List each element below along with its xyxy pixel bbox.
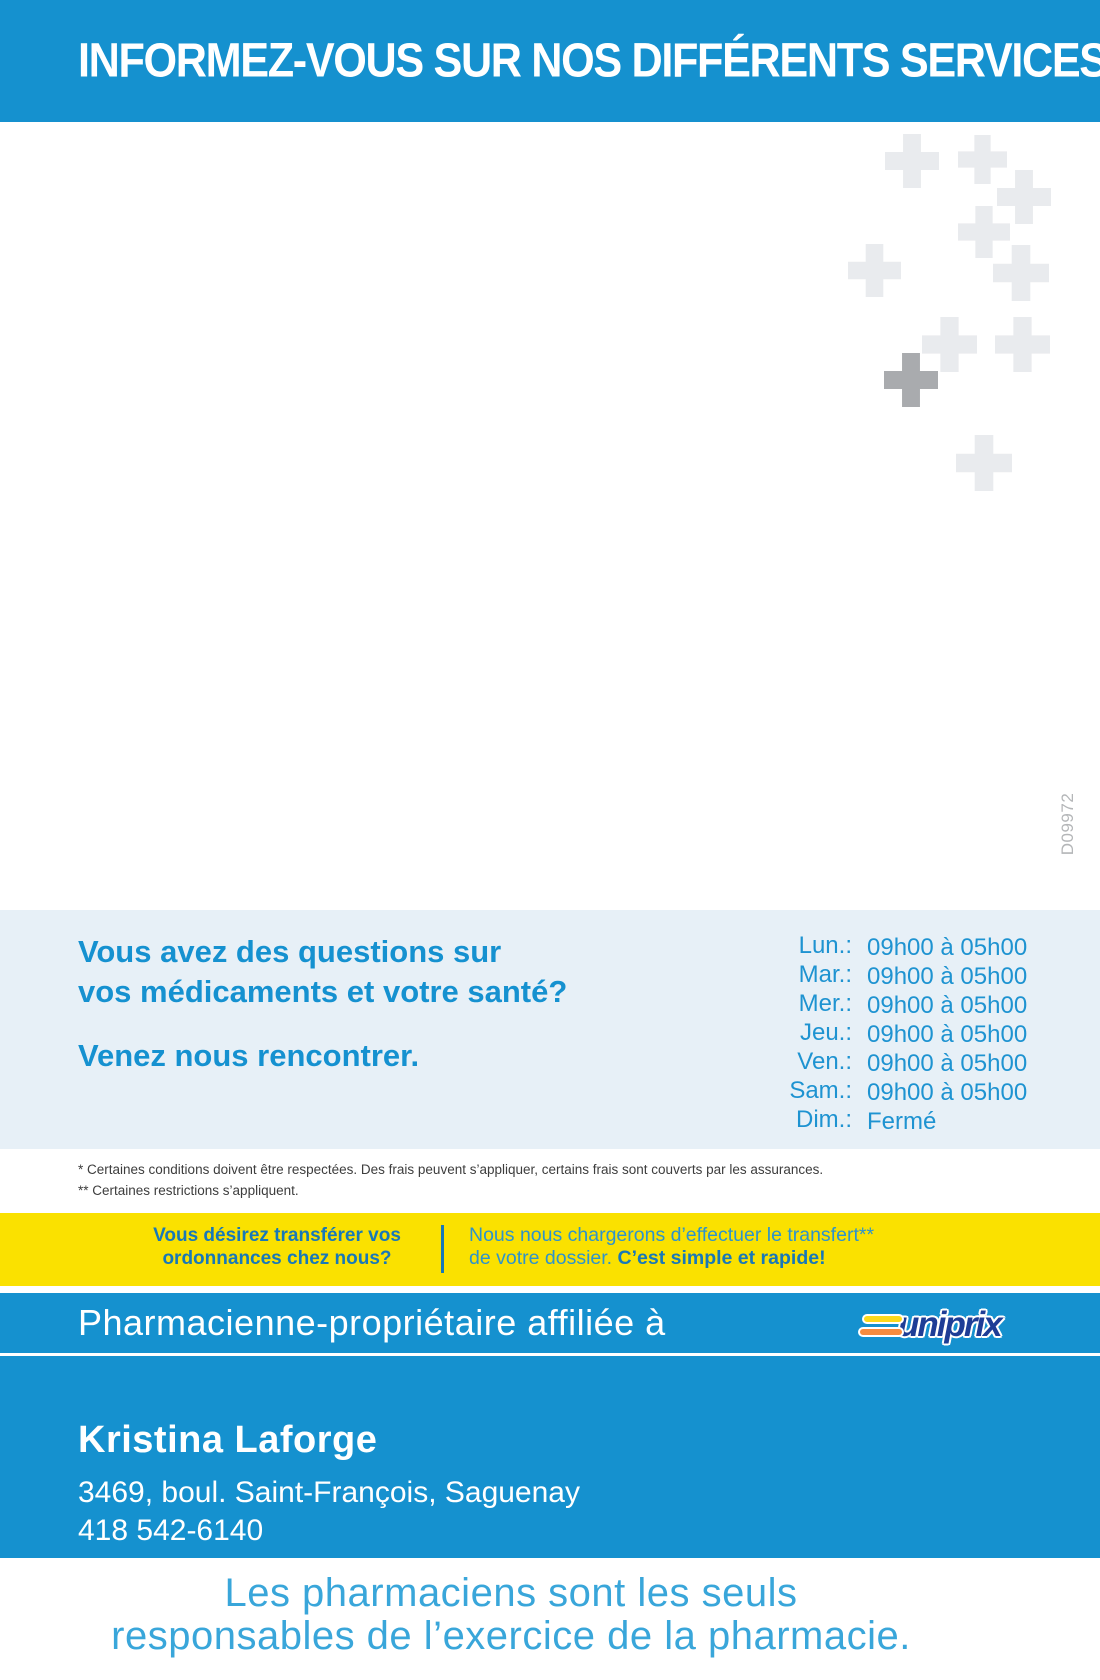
uniprix-logo: uniprix — [858, 1305, 1003, 1344]
hours-day: Ven.: — [797, 1047, 852, 1075]
footer-line2: responsables de l’exercice de la pharmac… — [111, 1614, 911, 1658]
hours-day: Lun.: — [798, 931, 852, 959]
uniprix-brand-bars-icon — [858, 1313, 904, 1337]
hours-day: Mar.: — [798, 960, 852, 988]
footer-note: Les pharmaciens sont les seuls responsab… — [0, 1572, 1022, 1658]
hours-day: Sam.: — [789, 1076, 852, 1104]
questions-line2: vos médicaments et votre santé? — [78, 974, 568, 1009]
hours-day: Dim.: — [796, 1105, 852, 1133]
document-code: D09972 — [1058, 792, 1077, 856]
transfer-question-line2: ordonnances chez nous? — [162, 1248, 392, 1269]
uniprix-wordmark: uniprix — [898, 1305, 1003, 1344]
affiliation-label: Pharmacienne-propriétaire affiliée à — [78, 1302, 666, 1343]
questions-line1: Vous avez des questions sur — [78, 934, 502, 969]
owner-address: 3469, boul. Saint-François, Saguenay — [78, 1476, 580, 1509]
hours-day: Mer.: — [798, 989, 852, 1017]
hours-time: 09h00 à 05h00 — [867, 1078, 1028, 1106]
transfer-answer-line2-bold: C’est simple et rapide! — [617, 1247, 826, 1269]
hours-time: Fermé — [867, 1107, 937, 1135]
disclaimer-line1: * Certaines conditions doivent être resp… — [78, 1162, 824, 1177]
hours-row: Mar.: 09h00 à 05h00 — [745, 960, 1028, 990]
transfer-question: Vous désirez transférer vos ordonnances … — [117, 1224, 437, 1270]
plus-icon — [922, 317, 977, 372]
hours-time: 09h00 à 05h00 — [867, 962, 1028, 990]
disclaimer-line2: ** Certaines restrictions s’appliquent. — [78, 1182, 299, 1198]
plus-icon — [885, 134, 939, 188]
disclaimer: * Certaines conditions doivent être resp… — [78, 1160, 823, 1201]
transfer-answer-line1: Nous nous chargerons d’effectuer le tran… — [469, 1224, 875, 1246]
plus-icon — [958, 135, 1007, 184]
hours-time: 09h00 à 05h00 — [867, 1020, 1028, 1048]
owner-name: Kristina Laforge — [78, 1419, 378, 1461]
questions-heading: Vous avez des questions sur vos médicame… — [78, 932, 567, 1012]
opening-hours-table: Lun.: 09h00 à 05h00 Mar.: 09h00 à 05h00 … — [745, 931, 1028, 1135]
hours-row: Mer.: 09h00 à 05h00 — [745, 989, 1028, 1019]
hours-row: Lun.: 09h00 à 05h00 — [745, 931, 1028, 961]
footer-line1: Les pharmaciens sont les seuls — [224, 1571, 798, 1615]
transfer-answer: Nous nous chargerons d’effectuer le tran… — [469, 1224, 874, 1270]
plus-icon — [848, 244, 901, 297]
transfer-answer-line2: de votre dossier. C’est simple et rapide… — [469, 1247, 874, 1270]
hours-day: Jeu.: — [799, 1018, 852, 1046]
hours-row: Sam.: 09h00 à 05h00 — [745, 1076, 1028, 1106]
vertical-divider — [441, 1225, 444, 1273]
transfer-answer-line2-regular: de votre dossier. — [469, 1247, 618, 1269]
meet-us-line: Venez nous rencontrer. — [78, 1038, 420, 1073]
plus-icon — [958, 206, 1010, 258]
hours-time: 09h00 à 05h00 — [867, 991, 1028, 1019]
info-band: Vous avez des questions sur vos médicame… — [0, 910, 1100, 1149]
plus-icon — [997, 170, 1051, 224]
horizontal-divider — [0, 1353, 1100, 1356]
hours-row: Jeu.: 09h00 à 05h00 — [745, 1018, 1028, 1048]
owner-phone: 418 542-6140 — [78, 1514, 264, 1547]
transfer-banner: Vous désirez transférer vos ordonnances … — [0, 1213, 1100, 1286]
logo-bar-orange — [858, 1326, 904, 1337]
plus-icon — [993, 245, 1049, 301]
plus-icon — [956, 435, 1012, 491]
hours-time: 09h00 à 05h00 — [867, 1049, 1028, 1077]
plus-icon — [884, 353, 938, 407]
hours-row: Dim.: Fermé — [745, 1105, 1027, 1135]
hours-row: Ven.: 09h00 à 05h00 — [745, 1047, 1028, 1077]
plus-icon — [995, 317, 1050, 372]
affiliation-band: Pharmacienne-propriétaire affiliée à uni… — [0, 1293, 1100, 1558]
header-title: INFORMEZ-VOUS SUR NOS DIFFÉRENTS SERVICE… — [78, 34, 1100, 88]
header-banner: INFORMEZ-VOUS SUR NOS DIFFÉRENTS SERVICE… — [0, 0, 1100, 122]
logo-bar-yellow — [862, 1313, 904, 1324]
hours-time: 09h00 à 05h00 — [867, 933, 1028, 961]
transfer-question-line1: Vous désirez transférer vos — [153, 1225, 401, 1246]
